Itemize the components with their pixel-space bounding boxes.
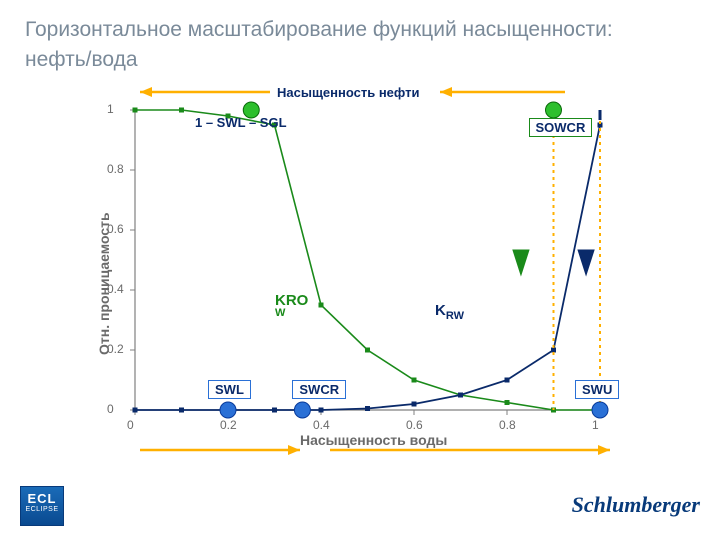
x-tick: 0.4 [313,418,330,432]
one-minus-label: 1 – SWL – SGL [195,115,295,130]
y-tick: 0.6 [107,222,124,236]
ecl-sub-text: ECLIPSE [21,506,63,513]
y-tick: 0 [107,402,114,416]
y-tick: 0.4 [107,282,124,296]
top-arrow-label: Насыщенность нефти [277,85,419,100]
krw-label: KRW [435,302,464,322]
ecl-logo: ECL ECLIPSE [20,486,64,526]
x-tick: 0.2 [220,418,237,432]
x-tick: 1 [592,418,599,432]
x-tick: 0 [127,418,134,432]
y-tick: 0.8 [107,162,124,176]
y-tick: 1 [107,102,114,116]
krow-label: KRO W [275,292,308,326]
swu-box: SWU [575,380,619,399]
sowcr-box: SOWCR [529,118,593,137]
swcr-box: SWCR [292,380,346,399]
ecl-text: ECL [21,491,63,506]
schlumberger-logo: Schlumberger [572,492,700,518]
y-tick: 0.2 [107,342,124,356]
krow-sub: W [275,307,285,319]
x-tick: 0.8 [499,418,516,432]
x-axis-label: Насыщенность воды [300,432,447,448]
swl-box: SWL [208,380,251,399]
x-tick: 0.6 [406,418,423,432]
